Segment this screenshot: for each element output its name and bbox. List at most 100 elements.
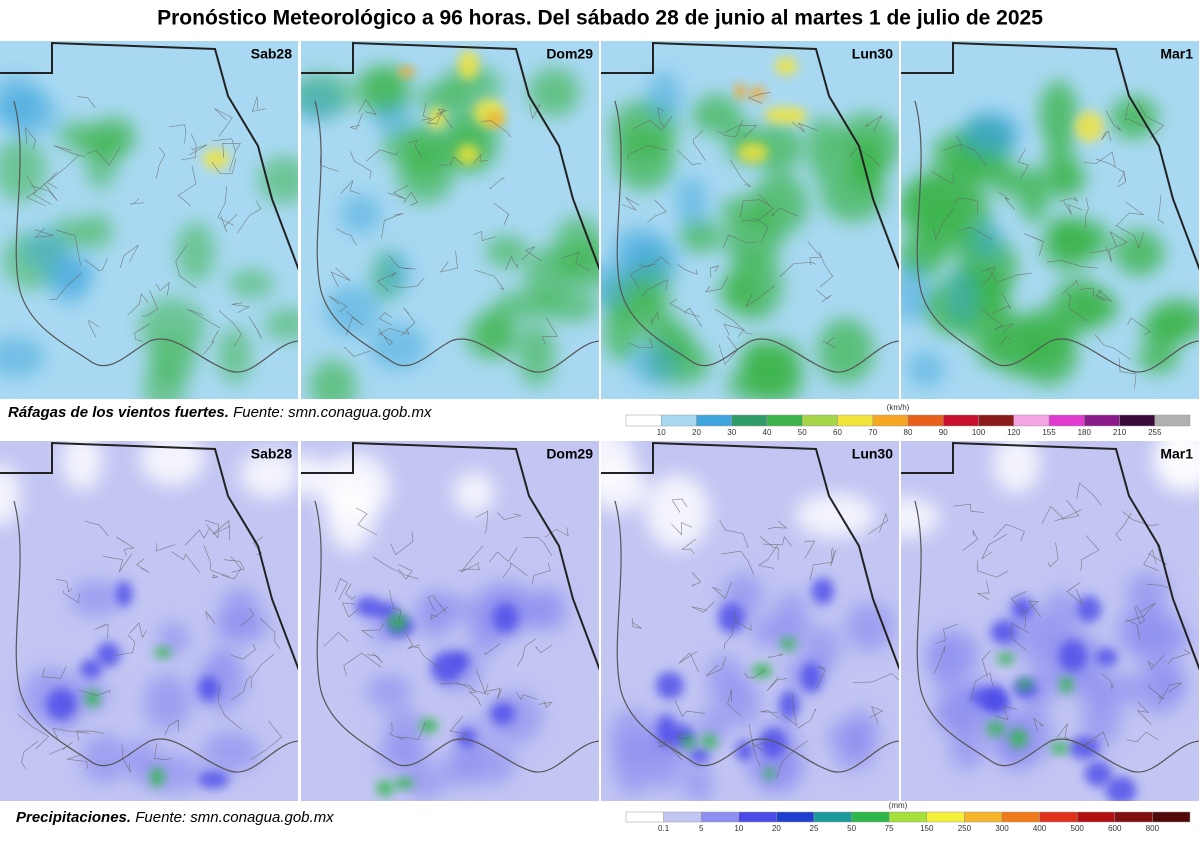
municipio-line xyxy=(560,251,591,272)
caption-source: Fuente: smn.conagua.gob.mx xyxy=(233,404,432,421)
field-core xyxy=(681,735,696,749)
municipios xyxy=(17,519,282,773)
field-blob xyxy=(947,270,978,324)
municipio-line xyxy=(779,261,817,278)
legend-label: 300 xyxy=(995,824,1009,833)
field-blob xyxy=(381,126,441,167)
municipio-line xyxy=(398,564,413,580)
field-blob xyxy=(478,305,511,353)
field-core xyxy=(1074,111,1104,143)
legend-swatch xyxy=(888,811,928,823)
field-core xyxy=(1050,741,1069,755)
field-blob xyxy=(774,56,798,76)
field-core xyxy=(735,739,754,762)
field-blob xyxy=(458,744,517,784)
field-blob xyxy=(96,641,121,668)
field-core xyxy=(96,641,121,668)
field-core xyxy=(786,107,807,124)
field xyxy=(901,80,1199,388)
municipio-line xyxy=(933,645,946,674)
field-blob xyxy=(826,719,881,750)
field-blob xyxy=(394,777,415,790)
field-blob xyxy=(197,675,220,702)
municipio-line xyxy=(1137,101,1165,139)
municipio-line xyxy=(350,151,372,180)
field-core xyxy=(774,56,798,76)
field-blob xyxy=(778,690,800,720)
municipio-line xyxy=(1125,602,1156,623)
municipio-line xyxy=(751,742,763,767)
legend-swatch xyxy=(1039,811,1078,823)
field-blob xyxy=(752,663,773,678)
municipio-line xyxy=(1066,293,1089,322)
legend-swatch xyxy=(1119,414,1155,427)
field-blob xyxy=(734,83,746,100)
field-blob xyxy=(1131,664,1184,714)
municipio-line xyxy=(991,292,1012,314)
field-blob xyxy=(149,767,165,787)
field-blob xyxy=(1074,111,1104,143)
legend-label: 155 xyxy=(1042,428,1056,437)
municipio-line xyxy=(212,138,236,172)
municipio-line xyxy=(1095,289,1112,302)
municipio-line xyxy=(26,175,46,207)
municipio-line xyxy=(705,656,727,677)
municipio-line xyxy=(629,263,656,290)
field-blob xyxy=(1116,605,1161,656)
municipio-line xyxy=(671,522,693,536)
municipio-line xyxy=(77,96,96,109)
municipios xyxy=(631,498,899,778)
field-core xyxy=(449,651,470,670)
municipio-line xyxy=(770,207,799,217)
field-blob xyxy=(807,116,839,182)
municipio-line xyxy=(171,551,200,573)
municipio-line xyxy=(259,618,281,650)
municipio-line xyxy=(223,559,245,573)
municipio-line xyxy=(809,548,833,581)
field-core xyxy=(490,702,516,725)
municipio-line xyxy=(868,512,889,535)
field-blob xyxy=(647,71,682,121)
municipio-line xyxy=(129,622,147,639)
field-blob xyxy=(773,591,810,648)
field-core xyxy=(1011,597,1034,620)
municipio-line xyxy=(1061,499,1082,520)
municipio-line xyxy=(1010,591,1027,629)
field-core xyxy=(969,688,999,706)
field-blob xyxy=(811,577,835,605)
field-blob xyxy=(739,340,776,389)
municipio-line xyxy=(532,562,551,584)
field-blob xyxy=(372,102,412,133)
municipio-line xyxy=(678,650,700,673)
municipio-line xyxy=(523,537,552,556)
field-blob xyxy=(139,441,205,486)
municipio-line xyxy=(240,608,255,627)
field-blob xyxy=(202,148,230,170)
municipio-line xyxy=(496,512,522,520)
municipio-line xyxy=(251,96,266,112)
municipio-line xyxy=(849,147,881,167)
field-core xyxy=(419,718,438,733)
field-core xyxy=(734,83,746,100)
municipio-line xyxy=(1059,196,1079,202)
field-blob xyxy=(630,343,678,386)
municipio-line xyxy=(1094,334,1131,360)
field-blob xyxy=(901,177,965,239)
field-blob xyxy=(681,735,696,749)
caption-source: Fuente: smn.conagua.gob.mx xyxy=(135,809,334,826)
municipio-line xyxy=(1114,224,1144,250)
field-blob xyxy=(1045,134,1075,200)
legend-label: 40 xyxy=(763,428,772,437)
municipio-line xyxy=(1147,584,1170,589)
field-core xyxy=(355,596,382,618)
legend-swatch xyxy=(837,414,873,427)
municipio-line xyxy=(436,108,454,129)
municipio-line xyxy=(999,336,1011,346)
municipio-line xyxy=(127,293,149,316)
field-core xyxy=(701,734,718,749)
field-blob xyxy=(691,94,742,136)
legend-label: 30 xyxy=(727,428,736,437)
municipio-line xyxy=(468,691,481,706)
field-blob xyxy=(419,718,438,733)
municipio-line xyxy=(84,520,109,537)
